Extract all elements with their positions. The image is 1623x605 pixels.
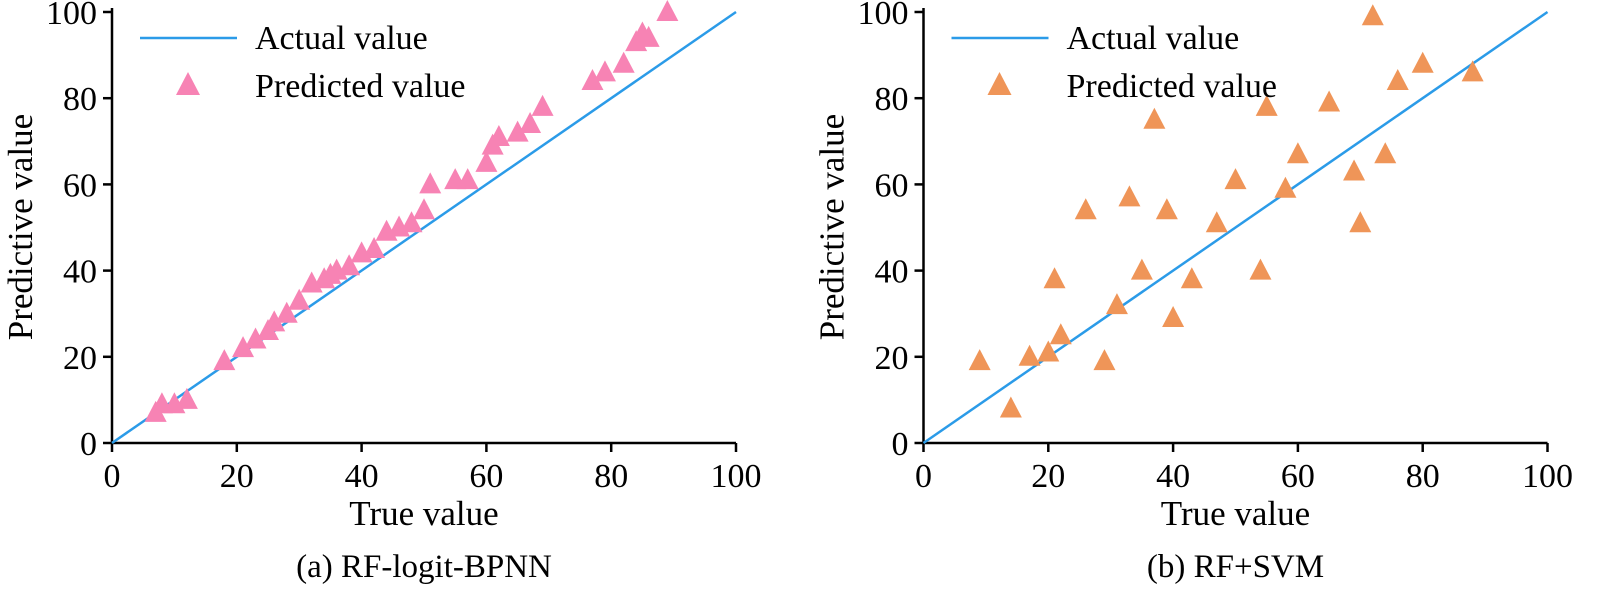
chart-b-y-axis-label: Predictive value <box>813 114 852 340</box>
svg-text:100: 100 <box>1522 458 1573 495</box>
chart-a-caption: (a) RF-logit-BPNN <box>296 549 552 585</box>
svg-text:100: 100 <box>858 0 909 32</box>
svg-text:80: 80 <box>594 458 628 495</box>
svg-text:100: 100 <box>711 458 762 495</box>
chart-a-x-axis-label: True value <box>349 494 498 533</box>
chart-b-legend-predicted-label: Predicted value <box>1067 68 1278 105</box>
svg-text:0: 0 <box>104 458 121 495</box>
svg-text:0: 0 <box>892 426 909 463</box>
svg-text:0: 0 <box>80 426 97 463</box>
svg-text:60: 60 <box>1281 458 1315 495</box>
svg-text:40: 40 <box>345 458 379 495</box>
chart-rf-logit-bpnn: 0 0 20 20 40 40 60 60 80 80 100 100 Actual value Pr… <box>0 0 811 605</box>
svg-text:80: 80 <box>875 81 909 118</box>
chart-a-legend-actual-label: Actual value <box>255 20 428 57</box>
svg-text:60: 60 <box>63 167 97 204</box>
chart-b-x-axis-label: True value <box>1161 494 1310 533</box>
chart-a-legend-predicted-label: Predicted value <box>255 68 466 105</box>
svg-text:80: 80 <box>1406 458 1440 495</box>
chart-b-legend-actual-label: Actual value <box>1067 20 1240 57</box>
chart-a-canvas: 00 20 20 40 40 60 60 80 80 100 100 Actual value Pr… <box>1 0 762 585</box>
svg-text:100: 100 <box>46 0 97 32</box>
chart-b-canvas: 00 20 20 40 40 60 60 80 80 100 100 Actual value Pr… <box>813 0 1574 585</box>
svg-text:20: 20 <box>220 458 254 495</box>
chart-a-plot: 00 20 20 40 40 60 60 80 80 100 100 <box>46 0 762 495</box>
chart-b-caption: (b) RF+SVM <box>1147 549 1324 585</box>
svg-text:20: 20 <box>875 340 909 377</box>
svg-text:20: 20 <box>63 340 97 377</box>
chart-a-y-axis-label: Predictive value <box>1 114 40 340</box>
svg-text:80: 80 <box>63 81 97 118</box>
svg-text:60: 60 <box>469 458 503 495</box>
svg-text:20: 20 <box>1031 458 1065 495</box>
chart-b-plot: 00 20 20 40 40 60 60 80 80 100 100 <box>858 0 1574 495</box>
svg-text:0: 0 <box>915 458 932 495</box>
svg-text:40: 40 <box>1156 458 1190 495</box>
svg-text:60: 60 <box>875 167 909 204</box>
chart-rf-svm: 0 0 20 20 40 40 60 60 80 80 100 100 Actual value Pr… <box>811 0 1622 605</box>
svg-text:40: 40 <box>875 254 909 291</box>
svg-text:40: 40 <box>63 254 97 291</box>
